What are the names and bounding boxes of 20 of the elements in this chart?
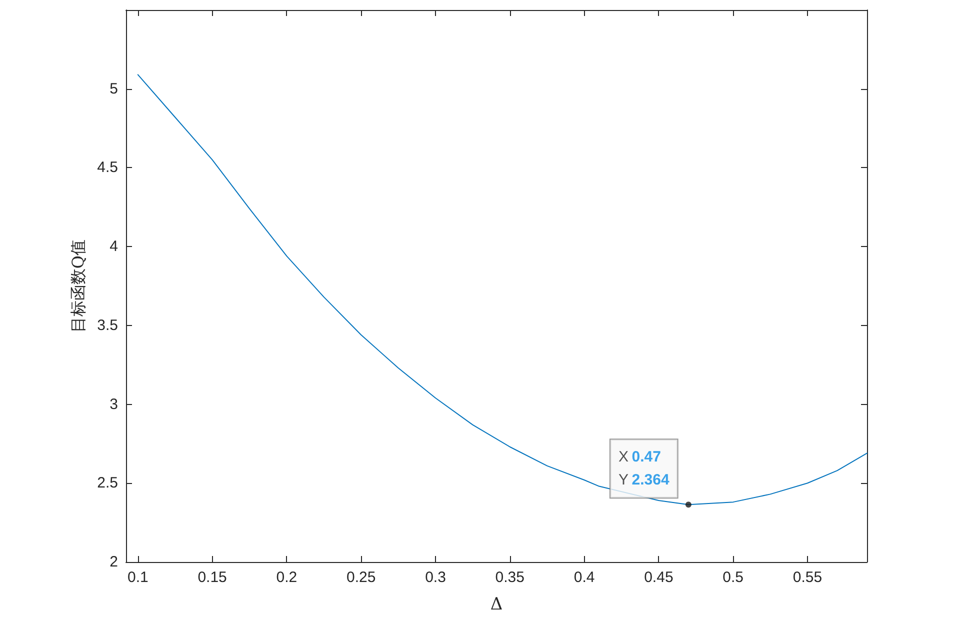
y-tick-label: 4 xyxy=(110,238,118,256)
y-tick-label: 4.5 xyxy=(97,159,118,176)
x-tick-label: 0.15 xyxy=(198,569,227,586)
y-axis-title: 目标函数Q值 xyxy=(68,239,88,333)
x-tick-label: 0.4 xyxy=(574,569,595,586)
x-tick-label: 0.5 xyxy=(722,569,744,586)
x-tick-label: 0.1 xyxy=(127,569,148,586)
y-tick-label: 3.5 xyxy=(97,316,118,334)
x-axis-title: Δ xyxy=(490,594,503,614)
x-tick-label: 0.2 xyxy=(276,569,298,586)
x-tick-label: 0.55 xyxy=(792,569,822,586)
x-tick-label: 0.35 xyxy=(495,569,524,586)
y-tick-label: 2.5 xyxy=(97,474,118,492)
x-tick-label: 0.25 xyxy=(346,569,376,586)
y-tick-label: 3 xyxy=(110,396,118,413)
x-tick-label: 0.45 xyxy=(644,569,674,586)
x-tick-label: 0.3 xyxy=(425,569,446,586)
annotation: X 0.47 Y 2.364 xyxy=(618,448,670,489)
y-tick-label: 2 xyxy=(110,554,118,570)
y-tick-label: 5 xyxy=(110,80,118,98)
